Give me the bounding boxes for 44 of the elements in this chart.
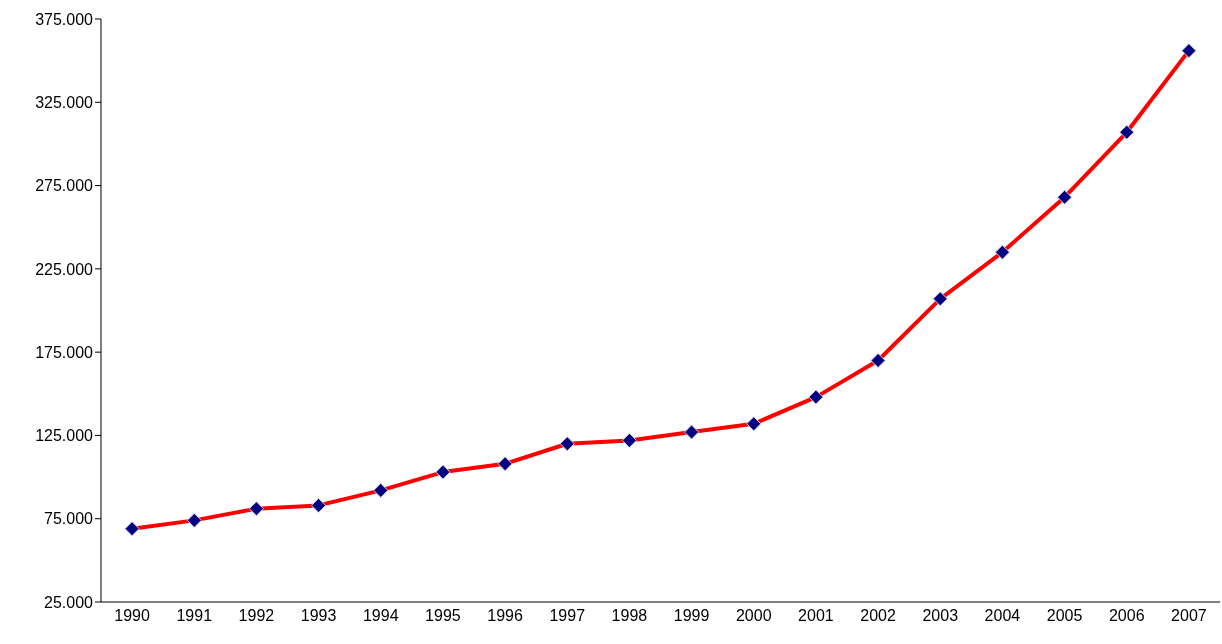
point xyxy=(186,512,202,528)
point xyxy=(248,501,264,517)
point xyxy=(1181,43,1197,59)
point xyxy=(373,482,389,498)
point xyxy=(497,456,513,472)
point xyxy=(559,436,575,452)
point xyxy=(1057,189,1073,205)
x-tick-label: 1993 xyxy=(300,607,337,625)
point xyxy=(932,291,948,307)
point xyxy=(808,389,824,405)
point xyxy=(994,244,1010,260)
point xyxy=(621,432,637,448)
x-tick-label: 1990 xyxy=(114,607,150,625)
x-tick-label: 2000 xyxy=(735,607,772,625)
x-tick-label: 1991 xyxy=(176,607,213,625)
y-tick-label: 75.000 xyxy=(44,510,94,528)
point xyxy=(435,464,451,480)
y-tick-label: 175.000 xyxy=(35,343,94,361)
point xyxy=(311,497,327,513)
y-tick-label: 25.000 xyxy=(44,593,94,611)
x-tick-label: 2007 xyxy=(1171,607,1207,625)
y-tick-label: 225.000 xyxy=(35,260,94,278)
x-tick-label: 2002 xyxy=(860,607,896,625)
x-tick-label: 1995 xyxy=(425,607,461,625)
x-tick-label: 2001 xyxy=(798,607,834,625)
point xyxy=(746,416,762,432)
y-tick-label: 275.000 xyxy=(35,177,94,195)
y-tick-label: 375.000 xyxy=(35,10,94,28)
x-tick-label: 2004 xyxy=(984,607,1021,625)
x-tick-label: 1996 xyxy=(487,607,523,625)
x-tick-label: 2005 xyxy=(1046,607,1083,625)
x-tick-label: 1994 xyxy=(362,607,399,625)
point xyxy=(124,521,140,537)
x-tick-label: 1999 xyxy=(673,607,710,625)
x-tick-label: 1998 xyxy=(611,607,648,625)
point xyxy=(870,352,886,368)
x-tick-label: 1997 xyxy=(549,607,586,625)
point xyxy=(1119,124,1135,140)
y-tick-label: 125.000 xyxy=(35,427,94,445)
x-tick-label: 2003 xyxy=(922,607,959,625)
x-tick-label: 2006 xyxy=(1108,607,1145,625)
x-tick-label: 1992 xyxy=(238,607,275,625)
y-tick-label: 325.000 xyxy=(35,93,94,111)
point xyxy=(684,424,700,440)
